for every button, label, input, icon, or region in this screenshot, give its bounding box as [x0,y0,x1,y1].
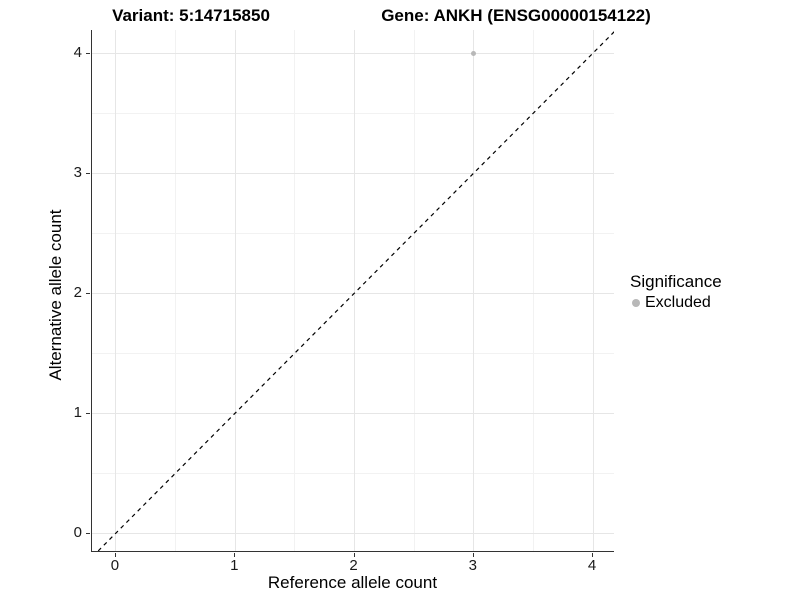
minor-gridline-y [92,232,614,234]
major-gridline-y [92,532,614,534]
minor-gridline-y [92,472,614,474]
minor-gridline-x [413,30,415,551]
major-gridline-y [92,292,614,294]
y-tick-label: 0 [73,524,82,542]
major-gridline-x [234,30,236,551]
x-tick-mark [234,553,236,557]
minor-gridline-y [92,112,614,114]
major-gridline-x [115,30,117,551]
x-tick-label: 2 [349,557,358,574]
major-gridline-y [92,172,614,174]
y-tick-label: 2 [73,284,82,302]
minor-gridline-x [294,30,296,551]
legend-item-excluded: Excluded [630,294,722,312]
y-tick-mark [86,413,90,415]
x-tick-mark [592,553,594,557]
major-gridline-x [592,30,594,551]
identity-reference-line [97,31,614,551]
minor-gridline-x [175,30,177,551]
minor-gridline-x [532,30,534,551]
major-gridline-y [92,52,614,54]
x-tick-mark [472,553,474,557]
legend-point-icon [632,299,640,307]
plot-title-variant: Variant: 5:14715850 [112,6,270,25]
y-tick-label: 4 [73,44,82,62]
major-gridline-x [473,30,475,551]
x-tick-label: 1 [230,557,239,574]
y-tick-mark [86,53,90,55]
x-axis-title: Reference allele count [267,573,438,592]
y-tick-mark [86,293,90,295]
y-tick-label: 3 [73,164,82,182]
y-tick-mark [86,533,90,535]
y-tick-label: 1 [73,404,82,422]
major-gridline-x [354,30,355,551]
x-tick-mark [114,553,116,557]
x-tick-mark [353,553,355,557]
legend-item-label: Excluded [645,294,711,311]
y-tick-mark [86,173,90,175]
x-tick-label: 3 [468,557,477,574]
plot-title-gene: Gene: ANKH (ENSG00000154122) [381,6,651,25]
x-tick-label: 4 [587,557,597,574]
minor-gridline-y [92,352,614,354]
major-gridline-y [92,412,614,414]
plot-panel [91,30,614,552]
x-tick-label: 0 [110,557,120,574]
data-point [471,50,477,56]
legend: Significance Excluded [630,272,722,312]
legend-title: Significance [630,272,722,291]
